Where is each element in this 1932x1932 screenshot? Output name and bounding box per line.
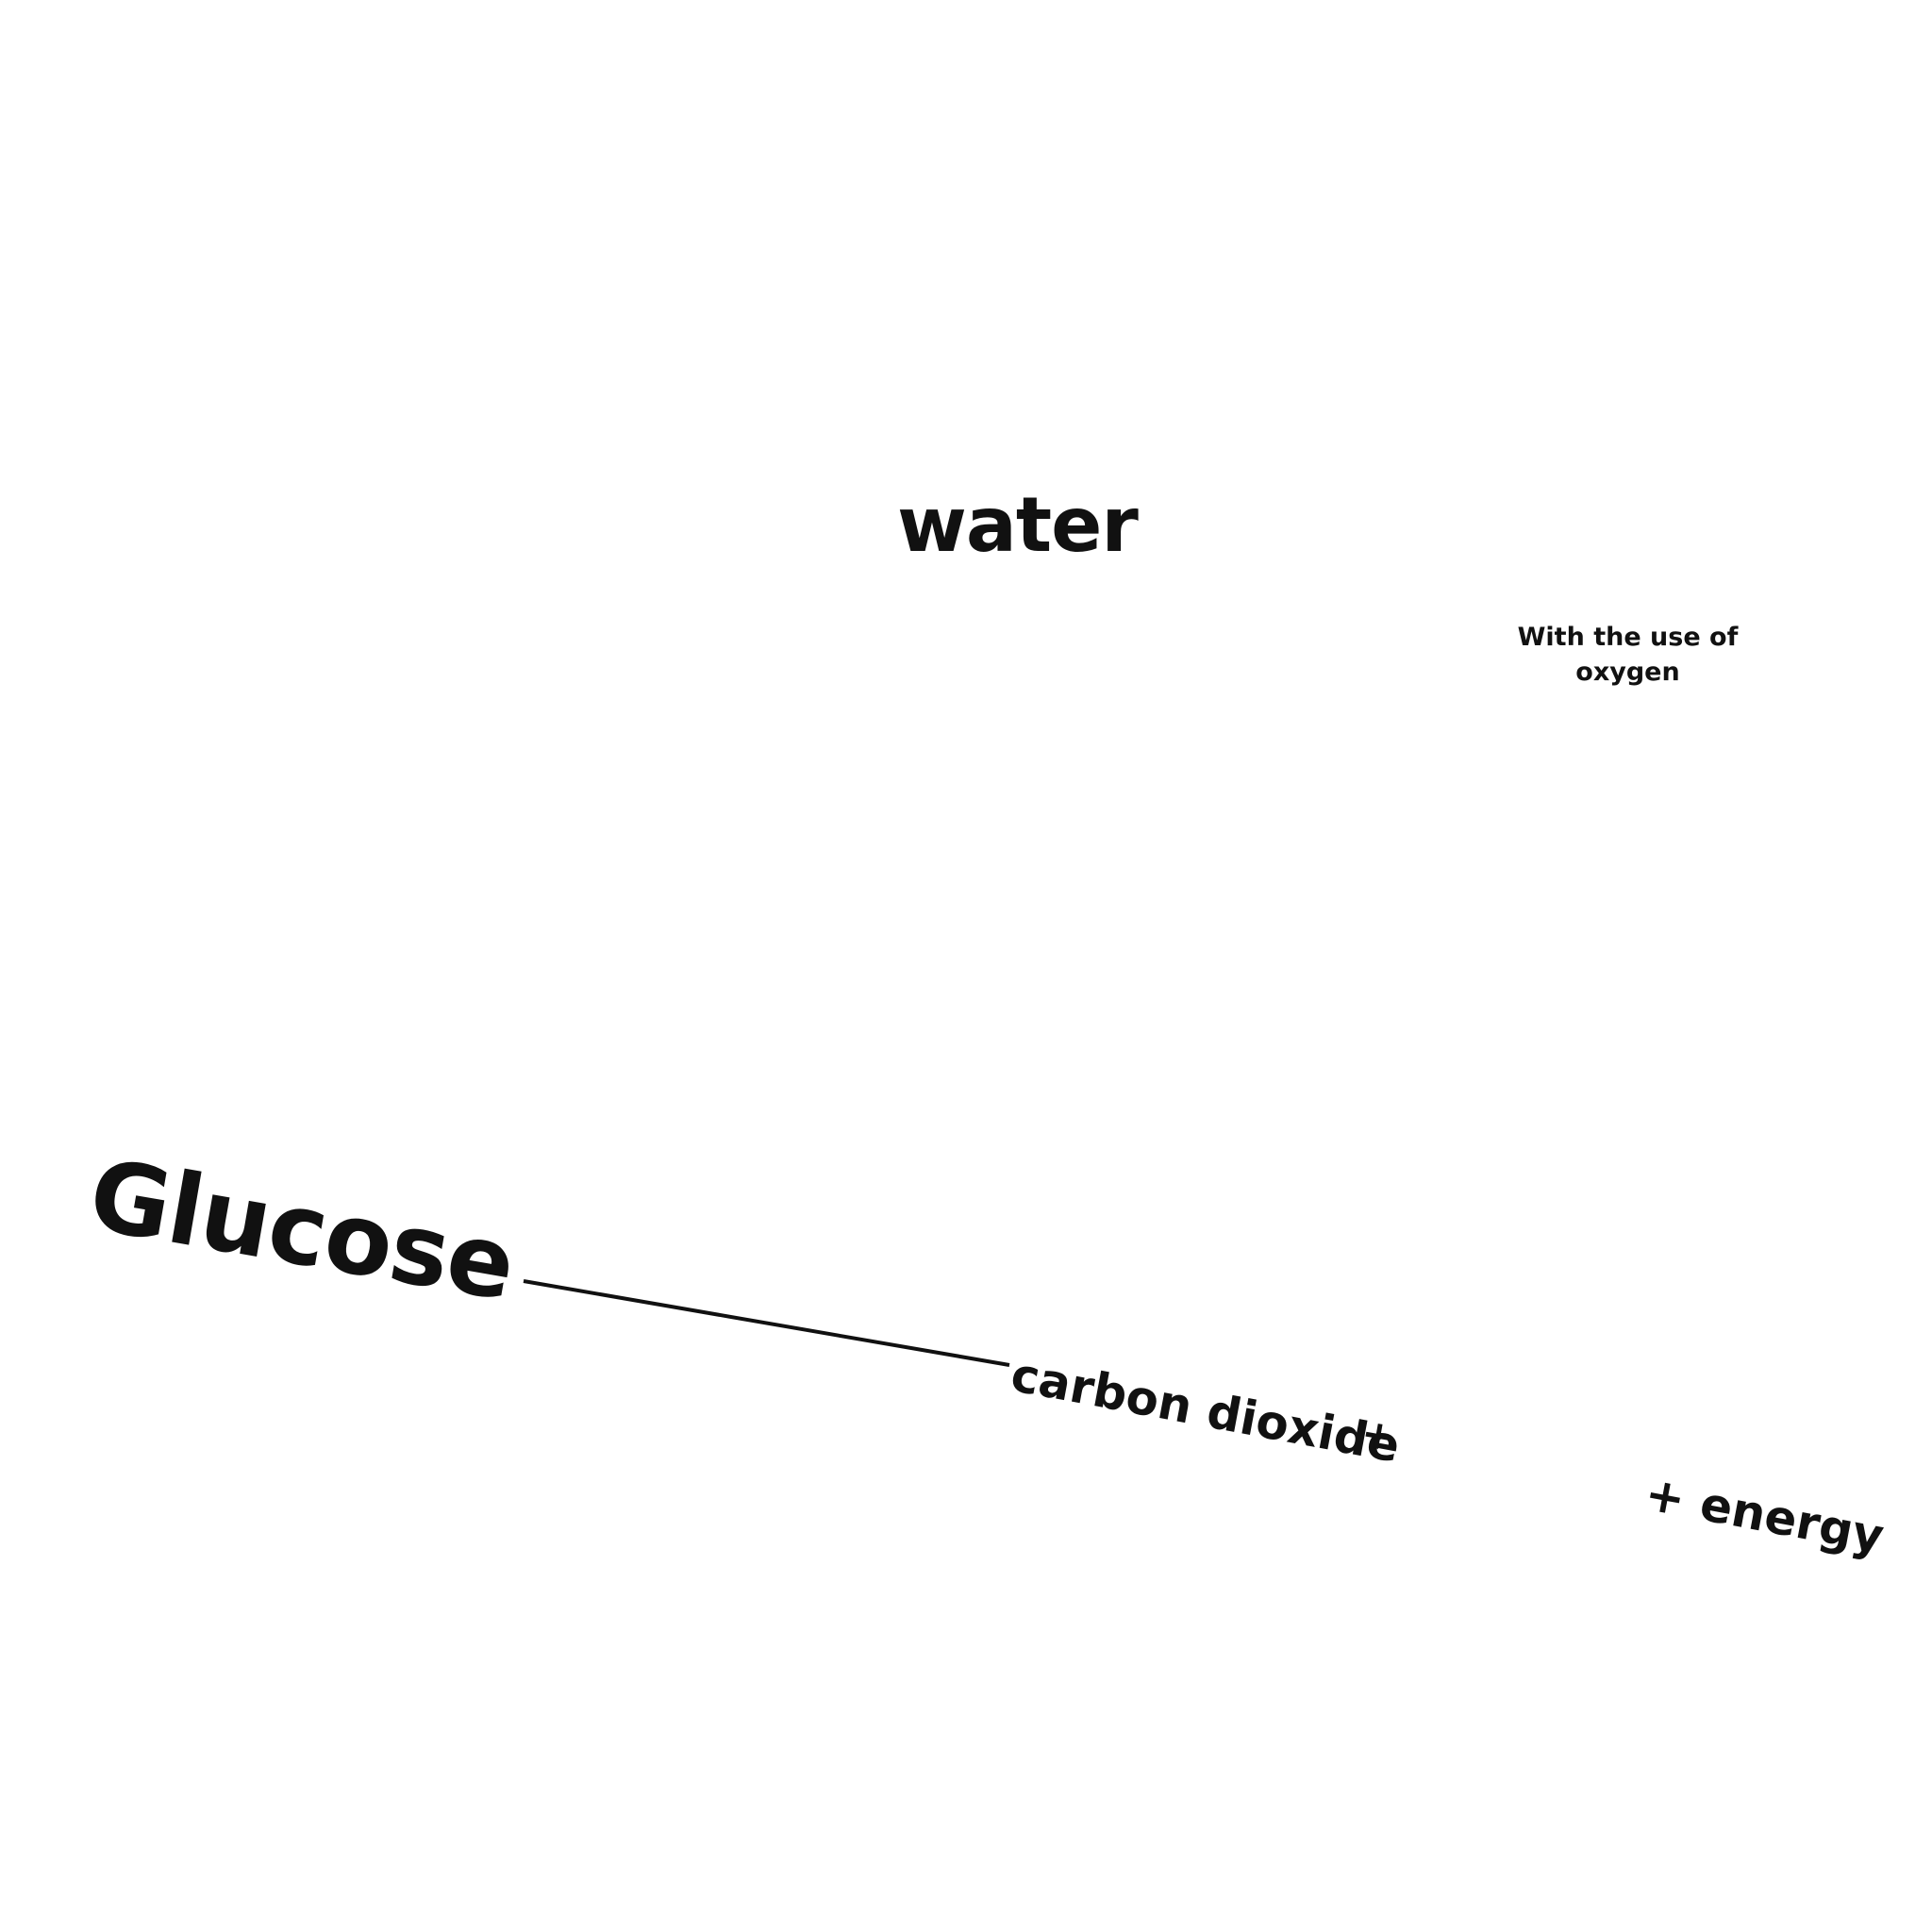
oxygen-condition-note: With the use of oxygen [1517, 623, 1739, 687]
carbon-dioxide-label: carbon dioxide [1007, 1347, 1405, 1474]
reaction-line [523, 1279, 1010, 1367]
energy-label: + energy [1641, 1466, 1889, 1565]
water-label: water [897, 481, 1139, 569]
glucose-label: Glucose [81, 1137, 523, 1324]
